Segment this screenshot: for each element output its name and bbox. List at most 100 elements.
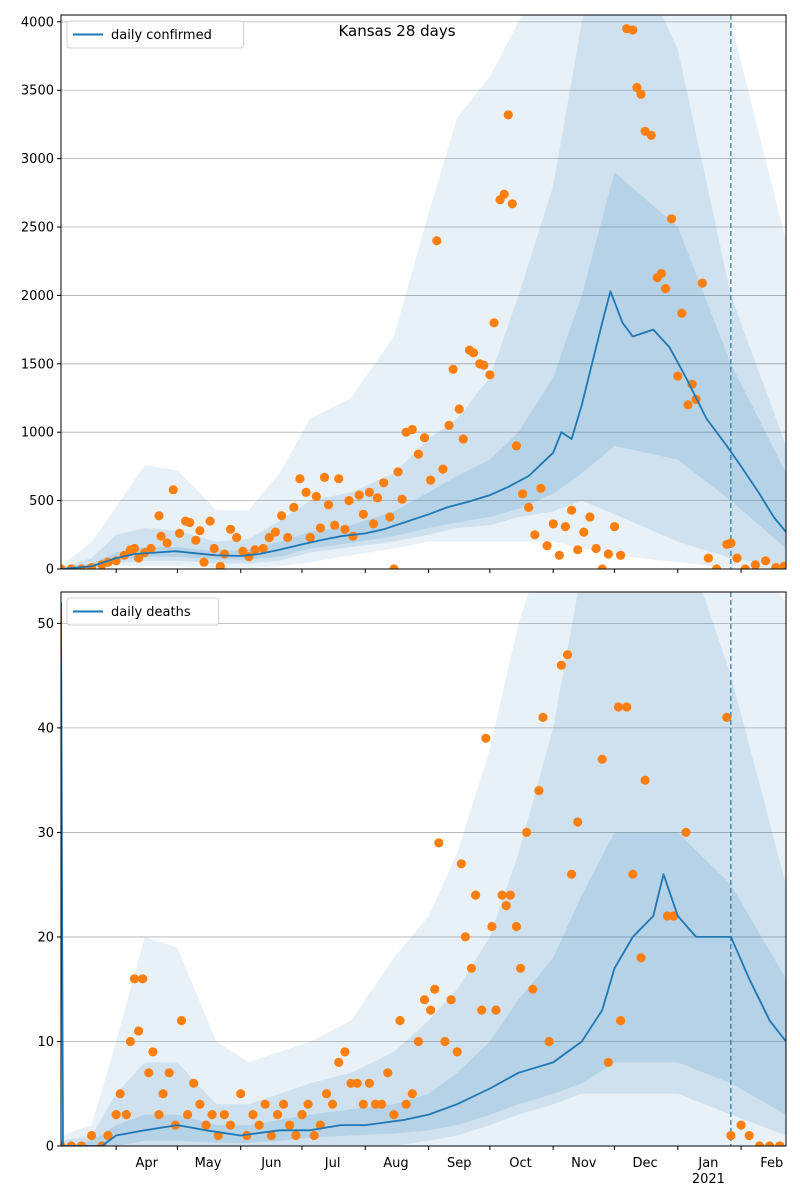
- legend: daily deaths: [66, 597, 220, 626]
- x-tick-label: Sep: [447, 1156, 472, 1171]
- data-point: [393, 467, 403, 477]
- data-point: [775, 1141, 785, 1146]
- data-point: [289, 502, 299, 512]
- data-point: [189, 1078, 199, 1088]
- data-point: [305, 532, 315, 543]
- data-point: [238, 546, 248, 556]
- data-point: [419, 995, 430, 1005]
- data-point: [562, 650, 573, 660]
- data-point: [219, 549, 229, 559]
- data-point: [452, 1047, 462, 1057]
- data-point: [448, 364, 458, 374]
- uncertainty-band-middle: [61, 592, 786, 1146]
- data-point: [722, 712, 732, 723]
- data-point: [573, 817, 583, 827]
- data-point: [191, 535, 201, 545]
- y-tick-label: 1500: [21, 357, 54, 372]
- data-point: [272, 1110, 283, 1120]
- data-point: [703, 553, 714, 563]
- data-point: [158, 1089, 168, 1099]
- data-point: [407, 424, 417, 435]
- data-point: [134, 1026, 144, 1036]
- data-point: [517, 489, 528, 499]
- data-point: [616, 550, 626, 560]
- data-point: [440, 1036, 450, 1047]
- data-point: [129, 974, 140, 984]
- data-point: [432, 236, 442, 246]
- uncertainty-band-outer: [61, 592, 786, 1146]
- data-point: [560, 522, 571, 532]
- data-point: [260, 1099, 270, 1109]
- data-point: [368, 519, 379, 529]
- data-point: [354, 490, 364, 500]
- data-point: [176, 1016, 187, 1026]
- observed-points: [61, 24, 786, 569]
- data-point: [138, 974, 148, 984]
- data-point: [328, 1099, 338, 1109]
- data-point: [248, 1110, 258, 1120]
- data-point: [677, 308, 687, 318]
- data-point: [477, 1005, 487, 1015]
- data-point: [779, 561, 786, 569]
- data-point: [258, 543, 268, 554]
- data-point: [640, 775, 650, 785]
- data-point: [430, 984, 440, 994]
- x-tick-label: Jan: [697, 1156, 718, 1171]
- y-tick-label: 10: [37, 1035, 54, 1050]
- data-point: [426, 1005, 436, 1015]
- data-point: [323, 500, 334, 510]
- data-point: [454, 404, 464, 414]
- data-point: [383, 1068, 393, 1078]
- data-point: [195, 526, 205, 536]
- data-point: [736, 1120, 746, 1130]
- y-tick-label: 2000: [21, 289, 54, 304]
- data-point: [115, 1089, 125, 1099]
- data-point: [162, 538, 172, 548]
- data-point: [379, 478, 389, 488]
- data-point: [511, 921, 521, 932]
- data-point: [636, 89, 646, 99]
- data-point: [321, 1089, 332, 1099]
- legend-label: daily deaths: [111, 605, 191, 620]
- data-point: [164, 1068, 174, 1078]
- data-point: [236, 1089, 246, 1099]
- data-point: [199, 557, 209, 567]
- data-point: [732, 553, 742, 563]
- data-point: [603, 549, 613, 559]
- data-point: [154, 511, 164, 521]
- y-tick-label: 40: [37, 721, 54, 736]
- data-point: [311, 491, 321, 502]
- data-point: [771, 563, 781, 569]
- data-point: [279, 1099, 289, 1109]
- y-axis: 0 10 20 30 40 50: [37, 617, 61, 1155]
- data-point: [683, 400, 693, 410]
- data-point: [291, 1130, 301, 1141]
- data-point: [348, 531, 358, 541]
- figure-title: Kansas 28 days: [338, 22, 455, 40]
- data-point: [225, 524, 236, 534]
- y-tick-label: 3000: [21, 152, 54, 167]
- data-point: [609, 522, 620, 532]
- data-point: [334, 1057, 344, 1067]
- series-line: [61, 290, 786, 569]
- data-point: [205, 516, 215, 526]
- y-tick-label: 2500: [21, 221, 54, 236]
- data-point: [156, 531, 166, 541]
- data-point: [505, 890, 515, 900]
- data-point: [232, 532, 242, 543]
- data-point: [277, 511, 287, 521]
- data-point: [413, 449, 423, 459]
- data-point: [660, 284, 671, 294]
- x-tick-label: Dec: [633, 1156, 658, 1171]
- x-tick-label: Oct: [509, 1156, 531, 1171]
- x-axis: [115, 569, 742, 573]
- data-point: [579, 527, 589, 537]
- data-point: [209, 543, 219, 554]
- data-point: [297, 1110, 307, 1120]
- data-point: [765, 1141, 775, 1146]
- data-point: [401, 1099, 411, 1109]
- data-point: [591, 543, 601, 554]
- data-point: [438, 464, 448, 474]
- y-tick-label: 50: [37, 617, 54, 632]
